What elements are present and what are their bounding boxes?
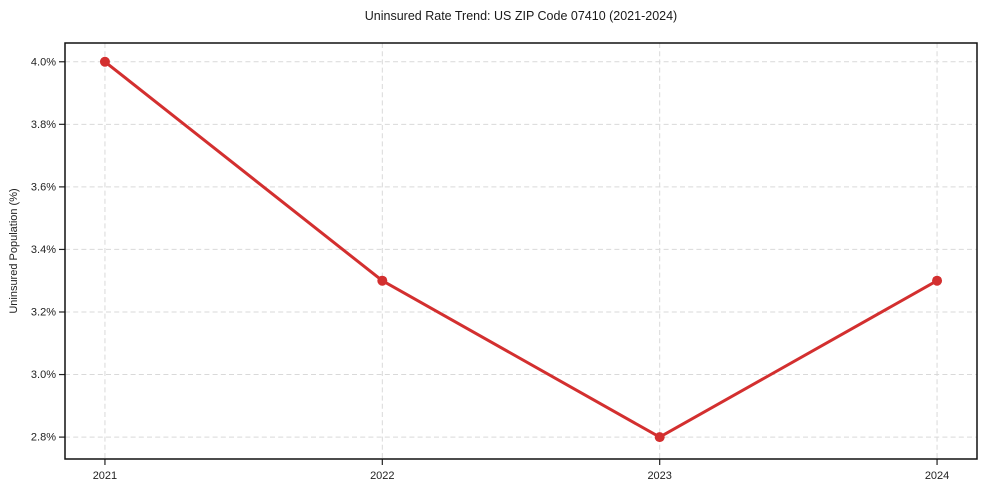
x-tick-label: 2021 bbox=[93, 470, 117, 482]
y-tick-label: 3.6% bbox=[31, 181, 56, 193]
x-tick-label: 2023 bbox=[647, 470, 671, 482]
chart-title: Uninsured Rate Trend: US ZIP Code 07410 … bbox=[364, 9, 678, 23]
data-point-2021 bbox=[99, 56, 110, 67]
y-tick-label: 3.4% bbox=[31, 244, 56, 256]
y-tick-label: 2.8% bbox=[31, 432, 56, 444]
x-tick-label: 2022 bbox=[370, 470, 394, 482]
y-tick-label: 4.0% bbox=[31, 56, 56, 68]
x-tick-label: 2024 bbox=[925, 470, 949, 482]
data-point-2022 bbox=[377, 275, 388, 286]
data-point-2023 bbox=[654, 432, 665, 443]
y-tick-label: 3.2% bbox=[31, 306, 56, 318]
data-point-2024 bbox=[932, 275, 943, 286]
trend-line bbox=[103, 60, 939, 439]
plot-border bbox=[64, 42, 978, 460]
y-tick-label: 3.0% bbox=[31, 369, 56, 381]
y-tick-label: 3.8% bbox=[31, 119, 56, 131]
